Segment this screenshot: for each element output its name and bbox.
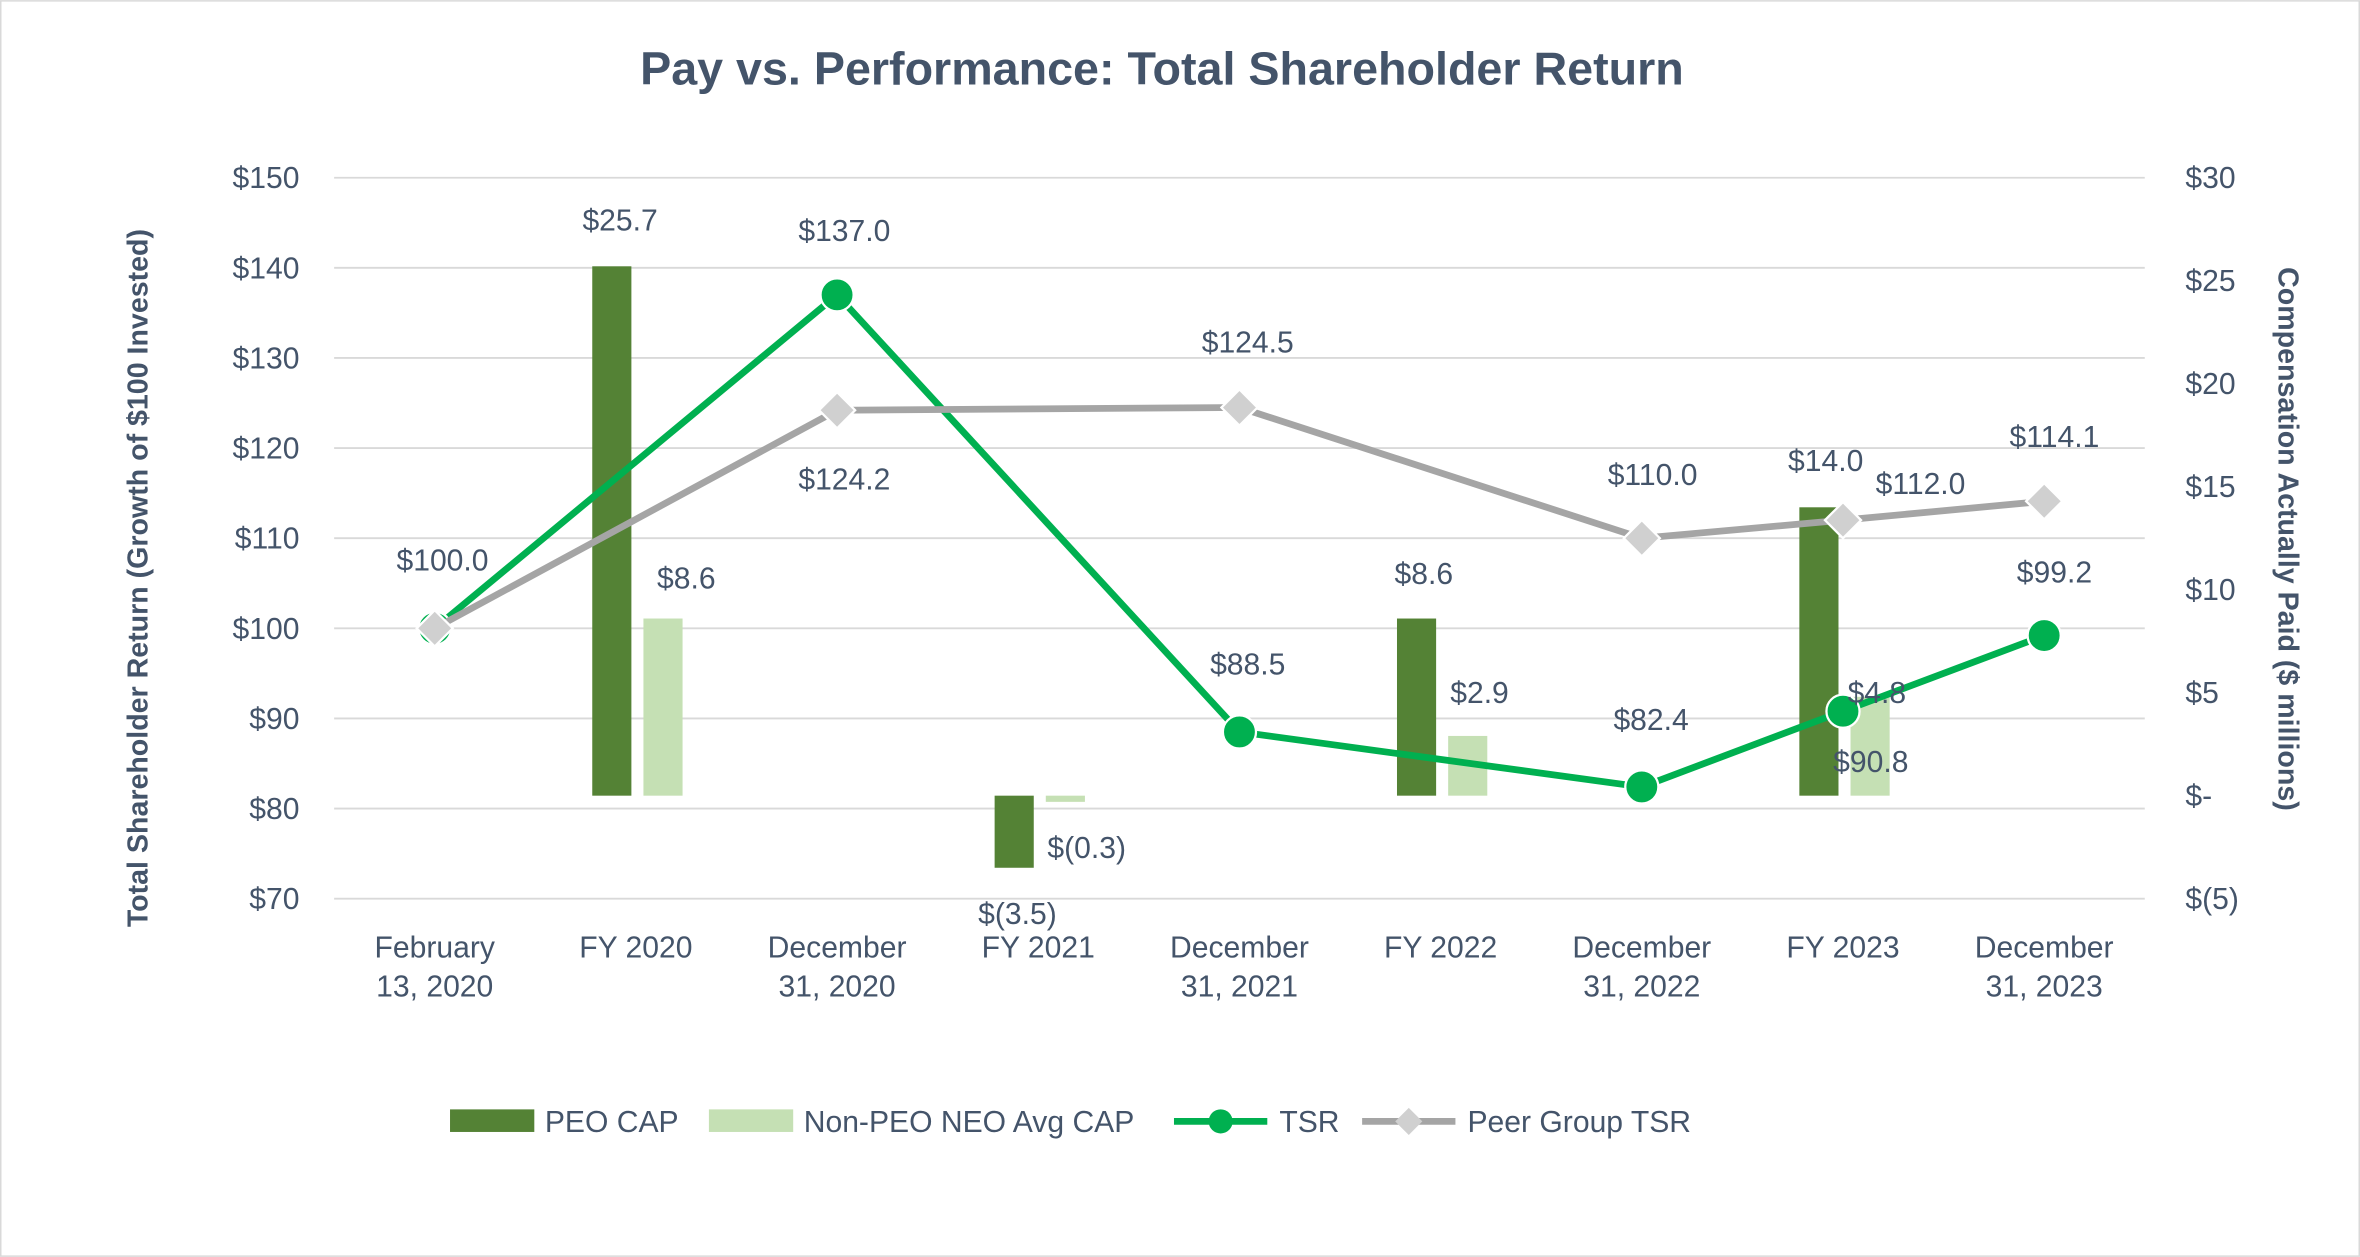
legend-label: TSR bbox=[1279, 1106, 1339, 1139]
data-label: $112.0 bbox=[1876, 468, 1966, 501]
right-tick-label: $25 bbox=[2185, 265, 2235, 298]
bar-non-peo-neo-avg-cap bbox=[643, 618, 683, 796]
peer-marker bbox=[1622, 518, 1662, 558]
x-tick-label: FY 2020 bbox=[579, 931, 692, 964]
tsr-marker bbox=[1825, 693, 1861, 729]
peer-marker bbox=[1219, 387, 1260, 428]
left-tick-label: $70 bbox=[249, 883, 299, 916]
x-tick-label: February bbox=[375, 931, 495, 964]
left-tick-label: $120 bbox=[233, 433, 300, 466]
left-tick-label: $110 bbox=[235, 523, 300, 556]
data-label: $110.0 bbox=[1608, 459, 1698, 492]
right-tick-label: $10 bbox=[2185, 574, 2235, 607]
x-tick-label: FY 2023 bbox=[1786, 931, 1899, 964]
left-axis-title: Total Shareholder Return (Growth of $100… bbox=[123, 229, 155, 927]
tsr-marker bbox=[1221, 714, 1258, 750]
peer-marker bbox=[1823, 500, 1863, 540]
peer-marker bbox=[2024, 481, 2064, 521]
bar-peo-cap bbox=[1799, 507, 1839, 796]
peer-marker bbox=[817, 390, 857, 430]
right-tick-label: $- bbox=[2185, 780, 2212, 813]
left-tick-label: $80 bbox=[249, 793, 299, 826]
bar-peo-cap bbox=[1396, 618, 1437, 796]
data-label: $137.0 bbox=[798, 215, 890, 248]
data-label: $114.1 bbox=[2010, 421, 2100, 454]
bar-peo-cap bbox=[994, 795, 1034, 868]
legend-swatch bbox=[450, 1109, 535, 1132]
legend-label: PEO CAP bbox=[545, 1106, 679, 1139]
line-tsr bbox=[432, 290, 2046, 791]
data-label: $2.9 bbox=[1450, 677, 1509, 710]
data-label: $(3.5) bbox=[978, 898, 1057, 931]
bar-non-peo-neo-avg-cap bbox=[1045, 795, 1085, 802]
tsr-marker bbox=[2026, 617, 2062, 654]
tsr-marker bbox=[819, 277, 855, 313]
line-peer-group-tsr bbox=[433, 404, 2045, 632]
legend: PEO CAP Non-PEO NEO Avg CAP TSR Peer Group … bbox=[450, 1106, 1691, 1139]
x-tick-label: FY 2021 bbox=[982, 931, 1095, 964]
data-label: $100.0 bbox=[396, 545, 488, 578]
x-tick-label: 31, 2021 bbox=[1181, 970, 1298, 1003]
left-tick-label: $140 bbox=[233, 252, 300, 285]
right-tick-label: $(5) bbox=[2185, 883, 2239, 916]
right-tick-label: $30 bbox=[2185, 162, 2235, 195]
data-label: $124.5 bbox=[1202, 326, 1294, 359]
x-tick-label: 31, 2020 bbox=[779, 970, 896, 1003]
data-label: $(0.3) bbox=[1047, 832, 1126, 865]
left-tick-label: $150 bbox=[233, 162, 300, 195]
chart-title: Pay vs. Performance: Total Shareholder R… bbox=[640, 42, 1684, 94]
x-tick-label: FY 2022 bbox=[1384, 931, 1497, 964]
x-tick-label: December bbox=[1170, 931, 1309, 964]
peer-marker bbox=[415, 608, 455, 648]
data-label: $8.6 bbox=[657, 563, 716, 596]
x-tick-label: December bbox=[1975, 931, 2114, 964]
legend-label: Non-PEO NEO Avg CAP bbox=[804, 1106, 1135, 1139]
data-label: $82.4 bbox=[1613, 704, 1688, 737]
legend-marker bbox=[1395, 1107, 1423, 1135]
right-tick-label: $15 bbox=[2185, 471, 2235, 504]
data-label: $88.5 bbox=[1210, 648, 1285, 681]
x-tick-label: December bbox=[1572, 931, 1711, 964]
right-tick-label: $5 bbox=[2185, 677, 2218, 710]
x-tick-label: 31, 2022 bbox=[1583, 970, 1700, 1003]
left-tick-label: $90 bbox=[249, 703, 299, 736]
right-axis-title: Compensation Actually Paid ($ millions) bbox=[2272, 267, 2304, 811]
x-tick-label: December bbox=[768, 931, 907, 964]
tsr-marker bbox=[1624, 769, 1660, 805]
data-label: $90.8 bbox=[1833, 746, 1908, 779]
legend-marker bbox=[1208, 1109, 1233, 1134]
x-tick-label: 31, 2023 bbox=[1986, 970, 2103, 1003]
data-label: $124.2 bbox=[798, 463, 890, 496]
data-label: $14.0 bbox=[1788, 445, 1863, 478]
x-tick-label: 13, 2020 bbox=[376, 970, 493, 1003]
data-label: $4.8 bbox=[1848, 677, 1907, 710]
data-label: $99.2 bbox=[2017, 557, 2092, 590]
legend-swatch bbox=[708, 1109, 794, 1132]
data-label: $25.7 bbox=[582, 204, 657, 237]
data-label: $8.6 bbox=[1395, 558, 1454, 591]
legend-label: Peer Group TSR bbox=[1467, 1106, 1691, 1139]
left-tick-label: $130 bbox=[233, 342, 300, 375]
right-tick-label: $20 bbox=[2185, 368, 2235, 401]
left-tick-label: $100 bbox=[233, 613, 300, 646]
